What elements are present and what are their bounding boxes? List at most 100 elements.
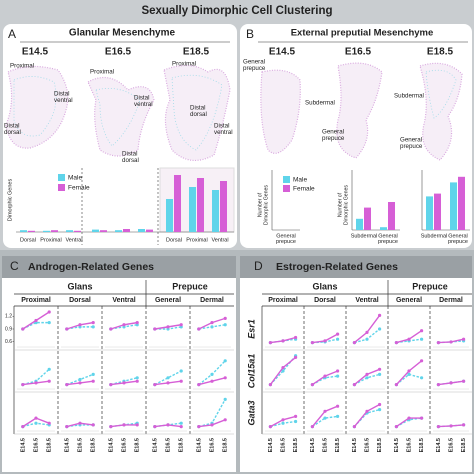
panel-label: D <box>254 259 263 273</box>
bar <box>356 218 363 230</box>
column-label: General <box>396 297 422 304</box>
column-label: Dorsal <box>69 297 91 304</box>
data-point <box>294 355 298 359</box>
bar <box>28 230 35 232</box>
data-point <box>210 379 214 383</box>
gene-label: Esr1 <box>246 319 256 339</box>
group-label: Prepuce <box>412 281 448 291</box>
axis-label: Number of <box>257 192 263 217</box>
cluster <box>336 62 383 159</box>
region-label: prepuce <box>322 135 345 142</box>
panel-header: Androgen-Related Genes <box>28 261 154 273</box>
category-label: prepuce <box>448 239 468 245</box>
bar <box>426 196 433 230</box>
data-point <box>122 323 126 327</box>
column-label: Dorsal <box>314 297 336 304</box>
category-label: Proximal <box>40 237 61 243</box>
region-label: dorsal <box>190 111 207 118</box>
region-label: prepuce <box>400 143 423 150</box>
data-point <box>179 421 183 425</box>
region-label: Subdermal <box>305 100 335 107</box>
region-label: prepuce <box>243 65 266 72</box>
stage-label: E16.5 <box>448 438 454 452</box>
legend-swatch <box>283 185 290 192</box>
panel-d-header <box>240 256 472 278</box>
data-point <box>135 379 139 383</box>
data-point <box>420 337 424 341</box>
cluster <box>163 64 231 161</box>
region-label: Distal <box>134 95 149 102</box>
panel-c-header <box>2 256 236 278</box>
bar <box>166 199 173 232</box>
stage-label: E16.5 <box>280 438 286 452</box>
panel-label: A <box>8 27 16 41</box>
data-point <box>179 369 183 373</box>
category-label: General <box>378 233 398 239</box>
data-point <box>153 383 157 387</box>
stage-label: E18.5 <box>135 438 141 452</box>
data-point <box>166 376 170 380</box>
legend-label: Male <box>293 177 307 184</box>
bar <box>434 193 441 230</box>
stage-label: E18.5 <box>91 438 97 452</box>
bar <box>20 230 27 232</box>
data-point <box>436 383 440 387</box>
axis-label: Dimorphic Genes <box>7 179 13 222</box>
data-point <box>91 372 95 376</box>
region-label: dorsal <box>122 157 139 164</box>
region-label: Proximal <box>90 69 114 76</box>
bar <box>138 229 145 232</box>
data-point <box>223 316 227 320</box>
trend-line <box>154 370 182 386</box>
gene-label: Col15a1 <box>246 354 256 389</box>
data-point <box>47 321 51 325</box>
stage-label: E14.5 <box>310 438 316 452</box>
stage-label: E16.5 <box>105 47 132 58</box>
data-point <box>197 383 201 387</box>
data-point <box>462 423 466 427</box>
column-label: Ventral <box>112 297 135 304</box>
stage-label: E16.5 <box>165 438 171 452</box>
axis-label: Number of <box>337 192 343 217</box>
trend-line <box>312 415 338 428</box>
data-point <box>378 402 382 407</box>
data-point <box>210 372 214 376</box>
category-label: Subdermal <box>421 233 448 239</box>
data-point <box>34 421 38 425</box>
data-point <box>268 425 272 429</box>
bar <box>92 229 99 232</box>
category-label: General <box>448 233 468 239</box>
bar <box>212 190 219 232</box>
region-label: ventral <box>134 101 153 108</box>
data-point <box>407 369 411 373</box>
data-point <box>197 327 201 331</box>
data-point <box>179 323 183 327</box>
data-point <box>91 379 95 383</box>
data-point <box>420 416 424 420</box>
data-point <box>135 321 139 325</box>
bar <box>388 202 395 230</box>
data-point <box>109 327 113 331</box>
data-point <box>352 425 356 429</box>
data-point <box>378 327 382 331</box>
data-point <box>47 379 51 383</box>
bar <box>189 187 196 232</box>
panel-c-box <box>2 256 236 472</box>
stage-label: E16.5 <box>33 438 39 452</box>
data-point <box>197 425 201 429</box>
data-point <box>378 313 382 317</box>
region-label: Distal <box>54 91 69 98</box>
axis-label: Dimorphic Genes <box>343 185 349 225</box>
legend-swatch <box>58 174 65 181</box>
bar <box>364 207 371 230</box>
stage-label: E14.5 <box>64 438 70 452</box>
bar <box>380 227 387 230</box>
data-point <box>407 372 411 376</box>
stage-label: E14.5 <box>394 438 400 452</box>
data-point <box>210 325 214 329</box>
stage-label: E18.5 <box>47 438 53 452</box>
data-point <box>323 339 327 343</box>
gene-label: Gata3 <box>246 400 256 425</box>
data-point <box>394 425 398 429</box>
